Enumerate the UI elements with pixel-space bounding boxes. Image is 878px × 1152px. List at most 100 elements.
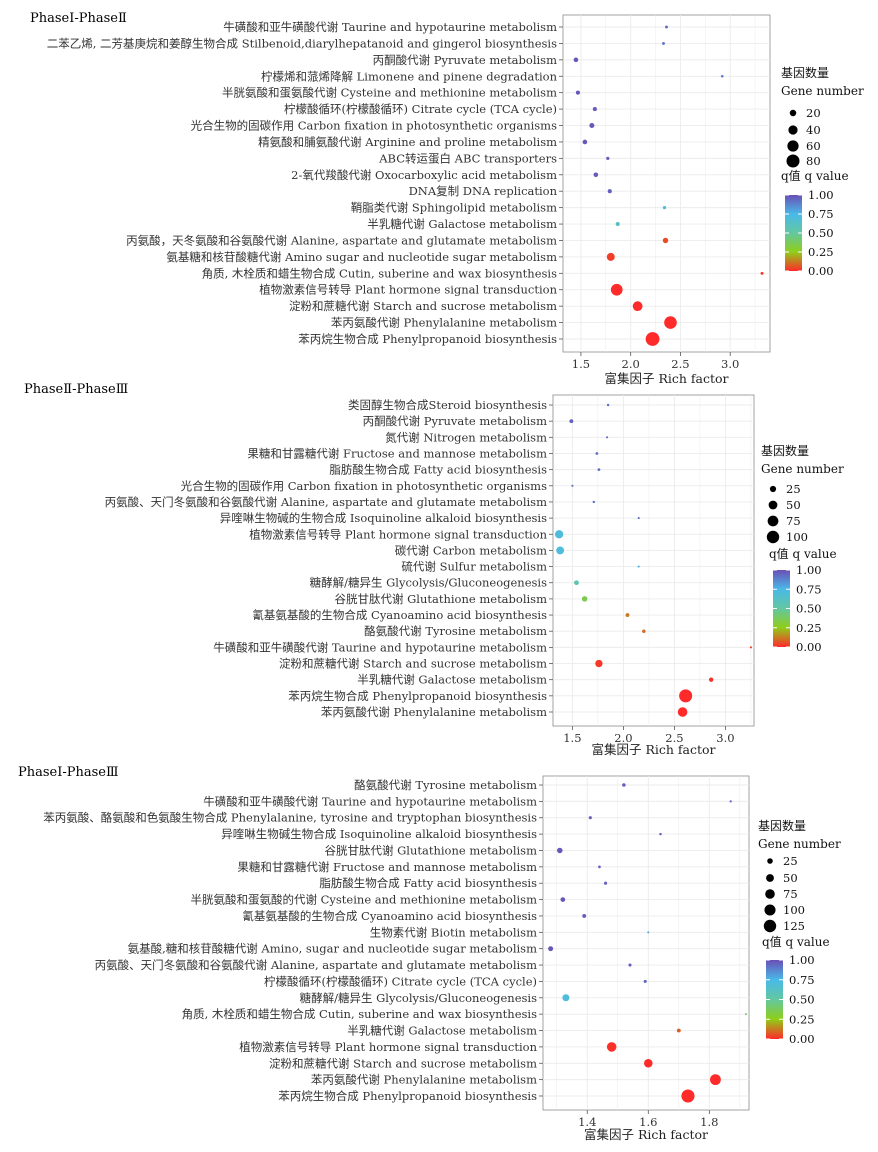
size-legend-dot (769, 485, 777, 493)
x-axis-label: 富集因子 Rich factor (604, 371, 728, 386)
data-point (710, 1074, 721, 1086)
data-point (729, 800, 732, 803)
x-tick-label: 2.0 (614, 731, 632, 745)
data-point (628, 963, 632, 967)
data-point (589, 123, 595, 129)
x-tick-label: 2.0 (622, 357, 640, 371)
size-legend-dot (768, 500, 778, 510)
x-tick-label: 2.5 (671, 357, 689, 371)
y-tick-label: 苯丙氨酸代谢 Phenylalanine metabolism (331, 316, 557, 330)
data-point (647, 931, 650, 934)
color-legend-label: 0.00 (789, 1032, 815, 1046)
y-tick-label: 2-氧代羧酸代谢 Oxocarboxylic acid metabolism (291, 168, 557, 182)
data-point (749, 646, 753, 649)
y-tick-label: 光合生物的固碳作用 Carbon fixation in photosynthe… (191, 119, 557, 133)
y-tick-label: 牛磺酸和亚牛磺酸代谢 Taurine and hypotaurine metab… (213, 640, 547, 654)
y-tick-label: DNA复制 DNA replication (409, 184, 558, 198)
y-tick-label: 异喹啉生物碱的生物合成 Isoquinoline alkaloid biosyn… (220, 511, 547, 525)
data-point (575, 90, 580, 95)
y-tick-label: 角质, 木栓质和蜡生物合成 Cutin, suberine and wax bi… (182, 1007, 538, 1021)
y-tick-label: 氮代谢 Nitrogen metabolism (385, 430, 547, 444)
y-tick-label: 半胱氨酸和蛋氨酸代谢 Cysteine and methionine metab… (222, 86, 557, 100)
data-point (708, 677, 714, 682)
data-point (625, 613, 630, 618)
data-point (603, 881, 608, 885)
size-legend-label: 20 (806, 106, 821, 120)
data-point (554, 530, 564, 539)
panel-title: PhaseⅠ-PhaseⅢ (18, 765, 119, 780)
size-legend-title-cn: 基因数量 (781, 65, 829, 80)
panel-phase1-phase2: PhaseⅠ-PhaseⅡ 牛磺酸和亚牛磺酸代谢 Taurine and hypo… (30, 11, 864, 386)
x-axis-label: 富集因子 Rich factor (584, 1127, 708, 1142)
panel-title: PhaseⅠ-PhaseⅡ (30, 11, 127, 26)
data-point (606, 436, 609, 439)
y-tick-label: 硫代谢 Sulfur metabolism (401, 560, 547, 574)
size-legend-title-en: Gene number (781, 84, 864, 98)
data-point (595, 452, 599, 455)
y-tick-label: ABC转运蛋白 ABC transporters (378, 151, 557, 165)
y-tick-label: 柠檬烯和蒎烯降解 Limonene and pinene degradation (261, 69, 558, 83)
color-legend-bar (766, 960, 783, 1039)
color-legend-title: q值 q value (781, 168, 849, 183)
color-legend-label: 0.25 (808, 245, 834, 259)
data-point (615, 221, 620, 227)
x-tick-label: 1.8 (700, 1115, 718, 1129)
x-tick-label: 3.0 (721, 357, 739, 371)
data-point (593, 172, 599, 178)
size-legend-dot (789, 109, 797, 117)
data-point (606, 403, 610, 407)
size-legend-dot (766, 874, 774, 882)
y-tick-label: 牛磺酸和亚牛磺酸代谢 Taurine and hypotaurine metab… (203, 794, 537, 808)
size-legend-dot (786, 154, 800, 168)
data-point (582, 914, 587, 918)
size-legend-title-cn: 基因数量 (758, 818, 806, 833)
y-tick-label: 谷胱甘肽代谢 Glutathione metabolism (324, 843, 537, 857)
y-tick-label: 半乳糖代谢 Galactose metabolism (347, 1024, 537, 1038)
size-legend-label: 75 (786, 514, 801, 528)
data-point (606, 156, 610, 160)
y-tick-label: 氨基酸,糖和核苷酸糖代谢 Amino, sugar and nucleotide… (128, 942, 537, 956)
data-point (562, 994, 570, 1002)
y-tick-label: 类固醇生物合成Steroid biosynthesis (348, 398, 547, 412)
data-point (677, 707, 688, 717)
data-point (571, 484, 574, 487)
panel-title: PhaseⅡ-PhaseⅢ (24, 382, 128, 397)
size-legend-label: 80 (806, 154, 821, 168)
color-legend-label: 0.75 (808, 207, 834, 221)
plot-frame (562, 14, 771, 353)
y-tick-label: 苯丙氨酸代谢 Phenylalanine metabolism (311, 1073, 537, 1087)
y-tick-label: 苯丙氨酸、酪氨酸和色氨酸生物合成 Phenylalanine, tyrosine… (43, 811, 537, 825)
data-point (662, 41, 665, 45)
data-point (569, 419, 574, 424)
y-tick-label: 氰基氨基酸的生物合成 Cyanoamino acid biosynthesis (242, 909, 537, 923)
y-tick-label: 植物激素信号转导 Plant hormone signal transducti… (249, 527, 547, 541)
y-tick-label: 酪氨酸代谢 Tyrosine metabolism (354, 778, 537, 792)
size-legend-dot (787, 140, 799, 152)
plot-frame (542, 775, 750, 1111)
data-point (573, 57, 579, 63)
color-legend-title: q值 q value (762, 934, 830, 949)
data-point (645, 332, 660, 346)
data-point (548, 946, 554, 952)
size-legend-label: 125 (783, 919, 805, 933)
y-tick-label: 精氨酸和脯氨酸代谢 Arginine and proline metabolis… (258, 135, 557, 149)
color-legend-label: 0.25 (789, 1012, 815, 1026)
data-point (643, 1058, 653, 1068)
x-tick-label: 3.0 (716, 731, 734, 745)
color-legend-bar (785, 195, 802, 271)
size-legend-label: 100 (783, 903, 805, 917)
y-tick-label: 异喹啉生物碱生物合成 Isoquinoline alkaloid biosynt… (221, 827, 537, 841)
y-tick-label: 半胱氨酸和蛋氨酸的代谢 Cysteine and methionine meta… (190, 893, 537, 907)
data-point (592, 107, 597, 112)
size-legend-dot (766, 530, 780, 544)
data-point (744, 1013, 747, 1016)
data-point (622, 783, 626, 787)
size-legend-label: 50 (783, 871, 798, 885)
color-legend-label: 1.00 (789, 953, 815, 967)
data-point (606, 252, 615, 261)
data-point (574, 580, 579, 586)
data-point (607, 189, 612, 194)
color-legend-label: 0.50 (808, 226, 834, 240)
size-legend-dot (767, 858, 773, 864)
size-legend-dot (765, 889, 775, 899)
